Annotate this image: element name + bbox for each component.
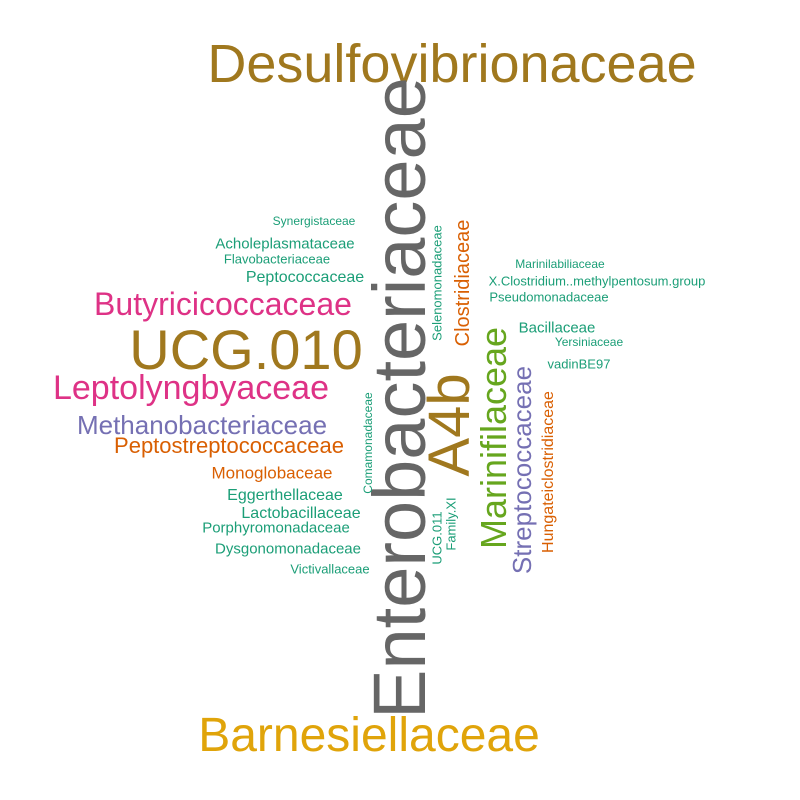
word-peptococcaceae: Peptococcaceae bbox=[245, 269, 365, 286]
word-dysgonomonadaceae: Dysgonomonadaceae bbox=[215, 540, 361, 558]
word-x-clostridium-methylpentosum-group: X.Clostridium..methylpentosum.group bbox=[488, 273, 706, 289]
word-leptolyngbyaceae: Leptolyngbyaceae bbox=[52, 369, 330, 407]
word-peptostreptococcaceae: Peptostreptococcaceae bbox=[114, 433, 344, 458]
word-barnesiellaceae: Barnesiellaceae bbox=[198, 709, 540, 762]
word-eggerthellaceae: Eggerthellaceae bbox=[227, 487, 343, 504]
word-streptococcaceae: Streptococcaceae bbox=[507, 365, 537, 575]
word-yersiniaceae: Yersiniaceae bbox=[554, 335, 624, 349]
word-marinilabiliaceae: Marinilabiliaceae bbox=[515, 257, 605, 271]
word-desulfovibrionaceae: Desulfovibrionaceae bbox=[207, 34, 697, 94]
word-ucg011: UCG.011 bbox=[429, 511, 445, 565]
word-clostridiaceae: Clostridiaceae bbox=[452, 219, 474, 347]
word-bacillaceae: Bacillaceae bbox=[518, 319, 596, 337]
word-butyricicoccaceae: Butyricicoccaceae bbox=[94, 286, 352, 322]
word-synergistaceae: Synergistaceae bbox=[272, 214, 356, 228]
word-a4b: A4b bbox=[417, 373, 482, 477]
word-hungateiclostridiaceae: Hungateiclostridiaceae bbox=[540, 391, 557, 553]
word-victivallaceae: Victivallaceae bbox=[290, 561, 370, 577]
word-ucg010: UCG.010 bbox=[129, 318, 363, 381]
word-methanobacteriaceae: Methanobacteriaceae bbox=[76, 410, 328, 440]
word-acholeplasmataceae: Acholeplasmataceae bbox=[215, 235, 355, 253]
word-comamonadaceae: Comamonadaceae bbox=[361, 392, 375, 494]
word-selenomonadaceae: Selenomonadaceae bbox=[429, 225, 445, 341]
word-flavobacteriaceae: Flavobacteriaceae bbox=[223, 251, 331, 267]
word-porphyromonadaceae: Porphyromonadaceae bbox=[202, 519, 350, 537]
word-lactobacillaceae: Lactobacillaceae bbox=[241, 505, 361, 522]
word-pseudomonadaceae: Pseudomonadaceae bbox=[489, 289, 609, 305]
word-family-xi: Family.XI bbox=[443, 497, 459, 551]
word-vadinbe97: vadinBE97 bbox=[547, 356, 611, 372]
word-monoglobaceae: Monoglobaceae bbox=[211, 463, 333, 483]
